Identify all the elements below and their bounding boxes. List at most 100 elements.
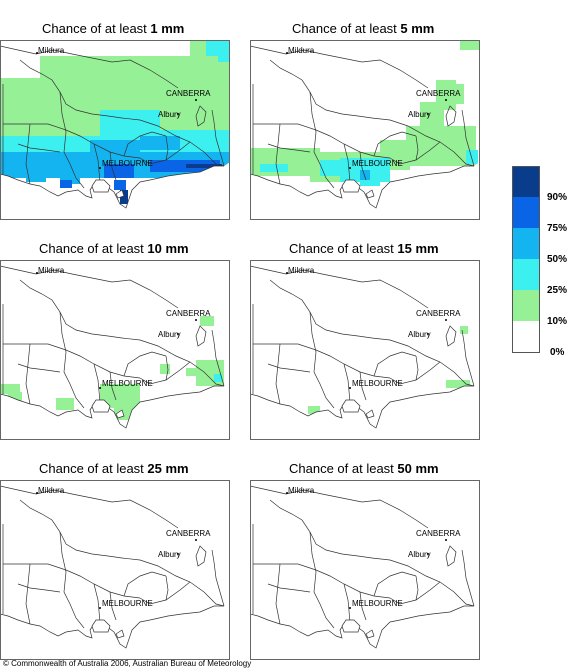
rain-cell <box>206 40 230 56</box>
port-phillip-bay <box>341 619 361 633</box>
boundary-line <box>17 143 61 153</box>
boundary-line <box>123 571 167 597</box>
boundary-line <box>19 499 225 607</box>
rain-cell <box>60 180 72 188</box>
western-port <box>115 629 125 639</box>
western-port <box>115 189 125 199</box>
map-frame <box>250 40 480 220</box>
boundary-line <box>269 279 475 387</box>
place-label-albury: Albury <box>408 330 431 339</box>
place-label-mildura: Mildura <box>288 486 315 495</box>
western-port <box>365 629 375 639</box>
boundary-line <box>359 151 367 181</box>
place-marker <box>177 333 179 335</box>
place-label-canberra: CANBERRA <box>166 309 211 318</box>
rain-cell <box>114 180 126 190</box>
map-1mm: Mildura CANBERRA Albury MELBOURNE <box>0 40 230 220</box>
boundary-line <box>253 123 391 159</box>
boundary-line <box>267 143 311 153</box>
boundary-line <box>93 363 101 403</box>
place-label-canberra: CANBERRA <box>166 89 211 98</box>
legend-swatch-0 <box>512 321 540 353</box>
panel-title-5mm: Chance of at least 5 mm <box>292 21 434 36</box>
panel-title-10mm: Chance of at least 10 mm <box>39 241 189 256</box>
place-marker <box>349 167 351 169</box>
rain-cell <box>260 164 288 172</box>
copyright-notice: © Commonwealth of Australia 2006, Austra… <box>3 659 252 668</box>
boundary-line <box>3 563 141 599</box>
rain-cell <box>460 326 468 334</box>
legend-swatch-75 <box>512 197 540 228</box>
rain-cell <box>0 384 20 394</box>
boundary-line <box>165 575 169 601</box>
place-label-canberra: CANBERRA <box>416 89 461 98</box>
boundary-line <box>123 351 167 377</box>
boundary-line <box>0 605 224 649</box>
legend-label-10: 10% <box>547 316 568 327</box>
boundary-line <box>211 549 225 607</box>
panel-title-15mm: Chance of at least 15 mm <box>289 241 439 256</box>
title-amount: 10 mm <box>147 241 189 256</box>
boundary-line <box>109 151 117 181</box>
rain-cell <box>160 364 170 374</box>
boundary-line <box>309 91 335 189</box>
boundary-line <box>17 583 61 593</box>
title-amount: 1 mm <box>150 21 185 36</box>
rain-cell <box>150 160 220 172</box>
place-label-albury: Albury <box>408 550 431 559</box>
boundary-line <box>373 351 417 377</box>
boundary-line <box>253 563 391 599</box>
boundary-line <box>211 329 225 387</box>
place-marker <box>427 113 429 115</box>
boundary-line <box>0 265 179 309</box>
place-label-mildura: Mildura <box>38 266 65 275</box>
boundary-line <box>275 123 281 185</box>
rain-cell <box>450 84 464 104</box>
port-phillip-bay <box>341 179 361 193</box>
legend-label-25: 25% <box>547 285 568 296</box>
legend-swatch-25 <box>512 259 540 290</box>
place-label-melbourne: MELBOURNE <box>102 379 153 388</box>
title-prefix: Chance of at least <box>289 461 398 476</box>
place-marker <box>445 99 447 101</box>
legend-label-50: 50% <box>547 254 568 265</box>
legend-swatch-90 <box>512 166 540 197</box>
place-marker <box>36 492 38 494</box>
boundary-line <box>415 575 419 601</box>
title-amount: 15 mm <box>397 241 439 256</box>
rain-cell <box>186 368 200 376</box>
place-label-canberra: CANBERRA <box>166 529 211 538</box>
place-label-mildura: Mildura <box>288 46 315 55</box>
place-marker <box>36 52 38 54</box>
boundary-line <box>211 109 225 167</box>
place-label-mildura: Mildura <box>38 46 65 55</box>
title-prefix: Chance of at least <box>42 21 151 36</box>
boundary-line <box>253 343 391 379</box>
title-prefix: Chance of at least <box>292 21 401 36</box>
boundary-line <box>19 279 225 387</box>
legend-swatch-50 <box>512 228 540 259</box>
place-marker <box>99 167 101 169</box>
place-marker <box>195 539 197 541</box>
title-amount: 50 mm <box>397 461 439 476</box>
rain-cell <box>446 380 470 388</box>
boundary-line <box>359 371 367 401</box>
boundary-line <box>267 363 311 373</box>
place-marker <box>99 607 101 609</box>
title-amount: 25 mm <box>147 461 189 476</box>
legend-label-90: 90% <box>547 192 568 203</box>
map-frame <box>0 40 230 220</box>
boundary-line <box>415 355 419 381</box>
western-port <box>115 409 125 419</box>
place-label-melbourne: MELBOURNE <box>352 599 403 608</box>
boundary-line <box>59 531 85 629</box>
place-marker <box>99 387 101 389</box>
boundary-line <box>3 343 141 379</box>
place-label-mildura: Mildura <box>38 486 65 495</box>
port-phillip-bay <box>91 619 111 633</box>
place-label-albury: Albury <box>408 110 431 119</box>
boundary-line <box>343 363 351 403</box>
legend-label-0: 0% <box>550 347 565 358</box>
place-marker <box>195 99 197 101</box>
legend-swatch-10 <box>512 290 540 321</box>
